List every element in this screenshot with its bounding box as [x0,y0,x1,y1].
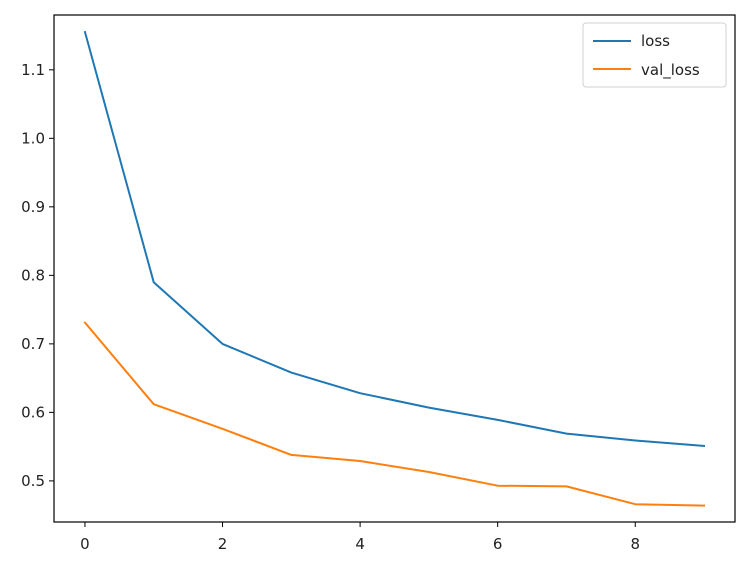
y-axis-ticks: 0.5 0.6 0.7 0.8 0.9 1.0 1.1 [21,61,54,490]
y-tick-label: 0.6 [21,403,45,421]
legend-box [582,22,727,88]
x-tick-label: 8 [630,535,640,553]
legend: loss val_loss [582,22,727,88]
y-tick-label: 0.8 [21,266,45,284]
x-tick-label: 6 [493,535,503,553]
y-tick-label: 1.1 [21,61,45,79]
y-tick-label: 0.5 [21,472,45,490]
series-lines [83,30,706,507]
x-axis-ticks: 0 2 4 6 8 [80,522,640,553]
legend-label-val-loss: val_loss [641,61,700,80]
x-tick-label: 0 [80,535,90,553]
y-tick-label: 1.0 [21,129,45,147]
legend-label-loss: loss [641,32,670,50]
x-tick-label: 4 [355,535,365,553]
y-tick-label: 0.7 [21,335,45,353]
x-tick-label: 2 [218,535,228,553]
series-line-loss [83,30,706,447]
series-line-val-loss [83,321,706,507]
y-tick-label: 0.9 [21,198,45,216]
plot-area-frame [53,14,736,523]
